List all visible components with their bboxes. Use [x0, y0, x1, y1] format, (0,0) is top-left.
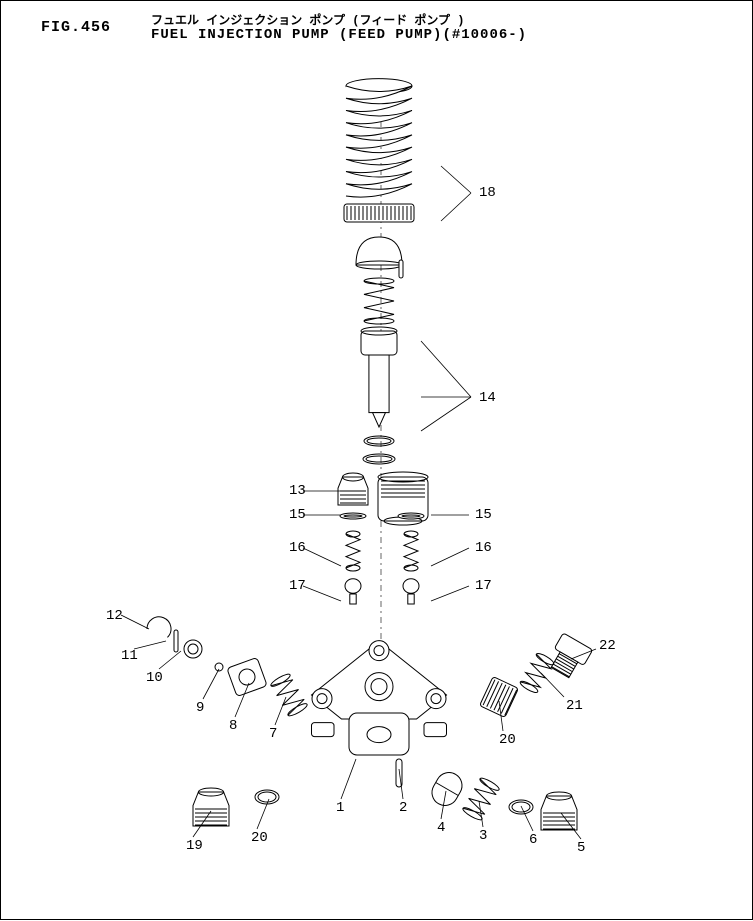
callout-3: 3 [479, 828, 487, 844]
callout-7: 7 [269, 726, 277, 742]
callout-20: 20 [251, 830, 268, 846]
callout-16: 16 [475, 540, 492, 556]
callout-5: 5 [577, 840, 585, 856]
callout-14: 14 [479, 390, 496, 406]
callout-8: 8 [229, 718, 237, 734]
callout-11: 11 [121, 648, 138, 664]
callout-12: 12 [106, 608, 123, 624]
callout-13: 13 [289, 483, 306, 499]
callout-17: 17 [475, 578, 492, 594]
callout-19: 19 [186, 838, 203, 854]
callout-15: 15 [475, 507, 492, 523]
callout-1: 1 [336, 800, 344, 816]
callout-18: 18 [479, 185, 496, 201]
callout-22: 22 [599, 638, 616, 654]
callout-16: 16 [289, 540, 306, 556]
callout-6: 6 [529, 832, 537, 848]
callout-17: 17 [289, 578, 306, 594]
callout-9: 9 [196, 700, 204, 716]
callout-20: 20 [499, 732, 516, 748]
callout-2: 2 [399, 800, 407, 816]
callout-15: 15 [289, 507, 306, 523]
page: FIG.456 フュエル インジェクション ポンプ (フィード ポンプ ) FU… [0, 0, 753, 920]
callout-4: 4 [437, 820, 445, 836]
callout-10: 10 [146, 670, 163, 686]
exploded-diagram: 1814131515161617171211109872221201243651… [1, 1, 753, 921]
callout-21: 21 [566, 698, 583, 714]
